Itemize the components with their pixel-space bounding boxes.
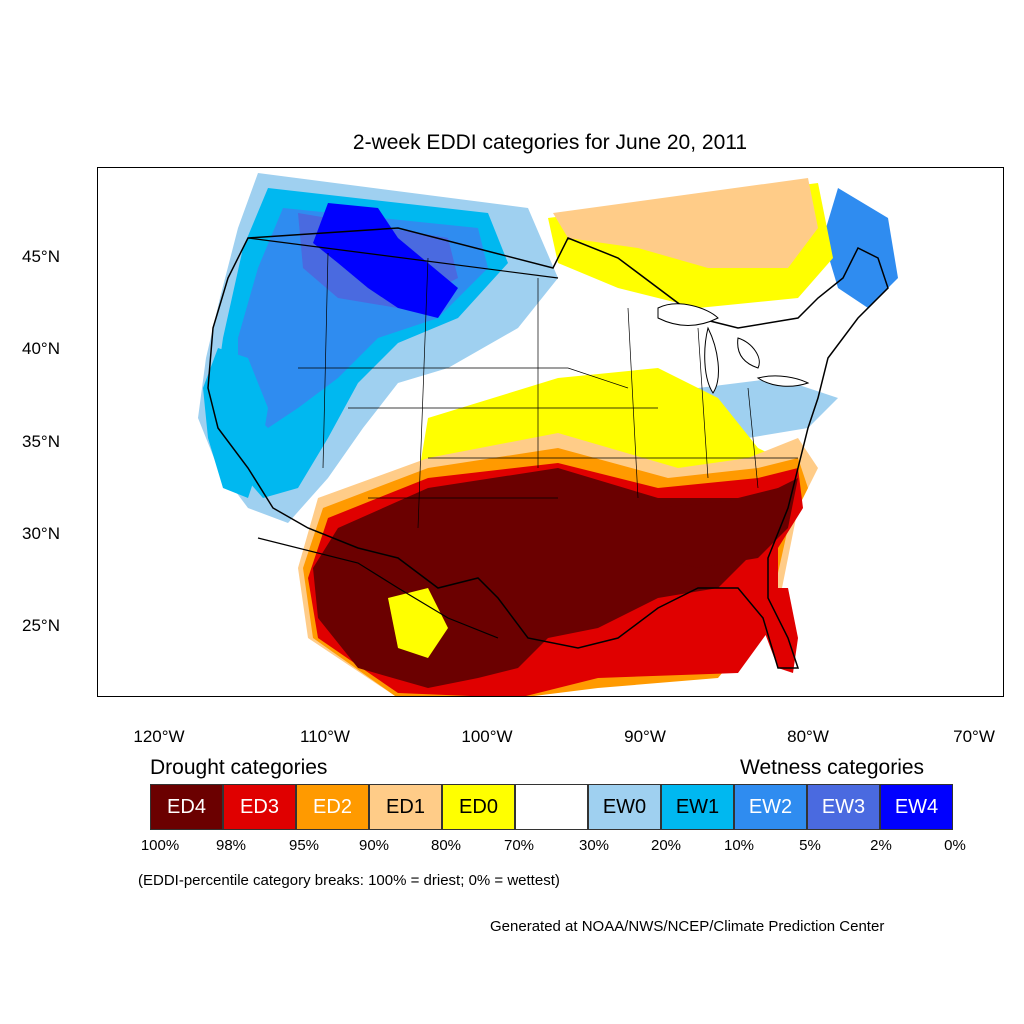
ew-region-northeast <box>823 188 898 308</box>
legend-ed3-label: ED3 <box>240 795 279 818</box>
category-legend: ED4 ED3 ED2 ED1 ED0 EW0 EW1 EW2 EW3 EW4 <box>150 784 953 830</box>
pct-break-80: 80% <box>430 837 462 854</box>
ed0-patch-southwest-mexico <box>388 588 448 658</box>
legend-ed1-label: ED1 <box>386 795 425 818</box>
pct-break-20: 20% <box>650 837 682 854</box>
pct-break-30: 30% <box>578 837 610 854</box>
state-borders <box>298 252 798 529</box>
pct-break-0: 0% <box>944 837 966 854</box>
lon-label-100: 100°W <box>461 727 513 746</box>
map-title: 2-week EDDI categories for June 20, 2011 <box>352 131 748 154</box>
legend-ew0: EW0 <box>588 784 661 830</box>
category-breaks-note: (EDDI-percentile category breaks: 100% =… <box>138 872 560 889</box>
pct-break-70: 70% <box>503 837 535 854</box>
pct-break-2: 2% <box>870 837 892 854</box>
legend-ew3-label: EW3 <box>821 795 866 818</box>
eddi-map <box>97 167 1004 697</box>
ed4-region-southeast <box>658 478 798 568</box>
legend-neutral <box>515 784 588 830</box>
ed1-region-north <box>553 178 818 268</box>
legend-ed4-label: ED4 <box>167 795 206 818</box>
mexico-border <box>257 537 499 639</box>
legend-ed2-label: ED2 <box>313 795 352 818</box>
wetness-categories-title: Wetness categories <box>740 756 925 779</box>
drought-categories-title: Drought categories <box>150 756 328 779</box>
lat-label-40: 40°N <box>22 339 60 358</box>
legend-ed0-label: ED0 <box>459 795 498 818</box>
lon-label-120: 120°W <box>133 727 185 746</box>
credit-line: Generated at NOAA/NWS/NCEP/Climate Predi… <box>490 918 885 935</box>
legend-ed0: ED0 <box>442 784 515 830</box>
pct-break-10: 10% <box>723 837 755 854</box>
eddi-map-graphic <box>198 173 898 696</box>
pct-break-90: 90% <box>358 837 390 854</box>
lon-label-90: 90°W <box>624 727 666 746</box>
legend-ew2-label: EW2 <box>748 795 793 818</box>
pct-break-95: 95% <box>288 837 320 854</box>
florida-drought <box>758 588 798 673</box>
legend-ew4: EW4 <box>880 784 953 830</box>
legend-ed1: ED1 <box>369 784 442 830</box>
lon-label-80: 80°W <box>787 727 829 746</box>
lat-label-45: 45°N <box>22 247 60 266</box>
lat-label-25: 25°N <box>22 616 60 635</box>
legend-ew1: EW1 <box>661 784 734 830</box>
legend-ew3: EW3 <box>807 784 880 830</box>
legend-ew1-label: EW1 <box>675 795 720 818</box>
pct-break-5: 5% <box>799 837 821 854</box>
us-outline <box>207 227 889 669</box>
legend-ew2: EW2 <box>734 784 807 830</box>
pct-break-98: 98% <box>215 837 247 854</box>
legend-ew4-label: EW4 <box>894 795 939 818</box>
legend-ed4: ED4 <box>150 784 223 830</box>
lat-label-30: 30°N <box>22 524 60 543</box>
great-lakes <box>657 303 810 394</box>
lat-label-35: 35°N <box>22 432 60 451</box>
legend-ed2: ED2 <box>296 784 369 830</box>
lon-label-110: 110°W <box>300 727 350 746</box>
canada-border <box>247 237 559 279</box>
pct-break-100: 100% <box>140 837 180 854</box>
lon-label-70: 70°W <box>953 727 995 746</box>
legend-ew0-label: EW0 <box>602 795 647 818</box>
legend-ed3: ED3 <box>223 784 296 830</box>
ew1-region-southwest <box>203 348 268 498</box>
